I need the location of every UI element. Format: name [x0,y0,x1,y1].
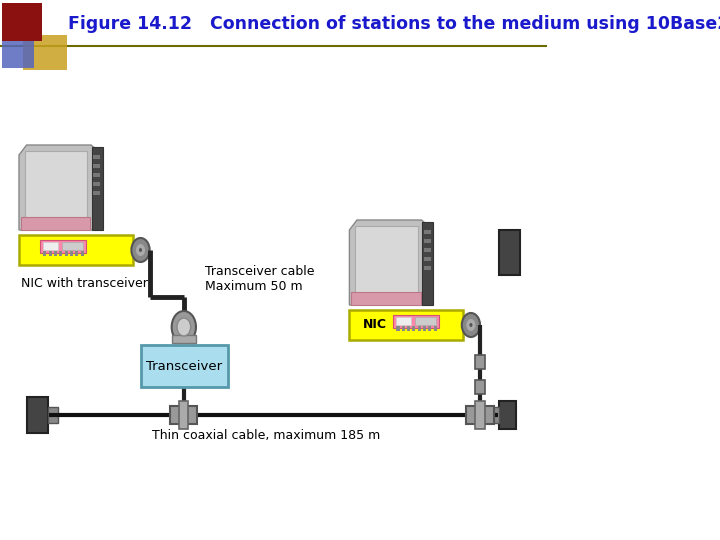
Bar [423,222,433,305]
Bar [187,406,197,424]
Bar [40,240,86,253]
Circle shape [467,319,475,331]
Circle shape [171,311,196,343]
Bar [20,217,91,230]
Bar [428,326,431,331]
Bar [94,164,100,168]
Bar [415,317,436,325]
Bar [499,230,521,275]
Bar [393,315,439,328]
Bar [92,147,102,230]
Bar [351,292,420,305]
Bar [475,355,485,369]
Bar [467,406,477,424]
Bar [70,251,73,256]
Bar [19,235,133,265]
Bar [397,326,400,331]
Bar [48,407,58,423]
Bar [171,335,196,343]
Bar [140,345,228,387]
Bar [170,406,181,424]
Polygon shape [19,145,102,230]
Bar [59,251,63,256]
Text: Figure 14.12   Connection of stations to the medium using 10Base2: Figure 14.12 Connection of stations to t… [68,15,720,33]
Text: NIC with transceiver: NIC with transceiver [20,277,148,290]
Bar [349,310,464,340]
Circle shape [136,244,145,256]
Bar [424,230,431,234]
Bar [94,173,100,177]
Bar [490,407,499,423]
Bar [65,251,68,256]
Text: NIC: NIC [363,319,387,332]
Circle shape [139,248,142,252]
Circle shape [132,238,150,262]
Bar [424,248,431,252]
Bar [94,155,100,159]
Bar [483,406,494,424]
Bar [2,3,42,41]
Bar [23,35,67,70]
Bar [25,151,87,221]
Bar [27,397,48,433]
Bar [423,326,426,331]
Bar [54,251,57,256]
Polygon shape [349,220,433,305]
Bar [94,182,100,186]
Bar [433,326,437,331]
Bar [179,401,189,429]
Text: Thin coaxial cable, maximum 185 m: Thin coaxial cable, maximum 185 m [152,429,380,442]
Text: Transceiver: Transceiver [146,360,222,373]
Bar [61,242,83,250]
Bar [75,251,78,256]
Circle shape [462,313,480,337]
Bar [402,326,405,331]
Bar [81,251,84,256]
Bar [2,28,34,68]
Bar [356,226,418,296]
Bar [475,380,485,394]
Circle shape [469,323,472,327]
Bar [424,257,431,261]
Bar [42,242,58,250]
Bar [94,191,100,195]
Bar [49,251,52,256]
Text: Transceiver cable
Maximum 50 m: Transceiver cable Maximum 50 m [205,265,315,293]
Bar [418,326,420,331]
Bar [499,401,516,429]
Bar [396,317,411,325]
Bar [407,326,410,331]
Bar [43,251,46,256]
Circle shape [177,318,191,336]
Bar [424,266,431,270]
Bar [475,401,485,429]
Bar [424,239,431,243]
Bar [413,326,415,331]
